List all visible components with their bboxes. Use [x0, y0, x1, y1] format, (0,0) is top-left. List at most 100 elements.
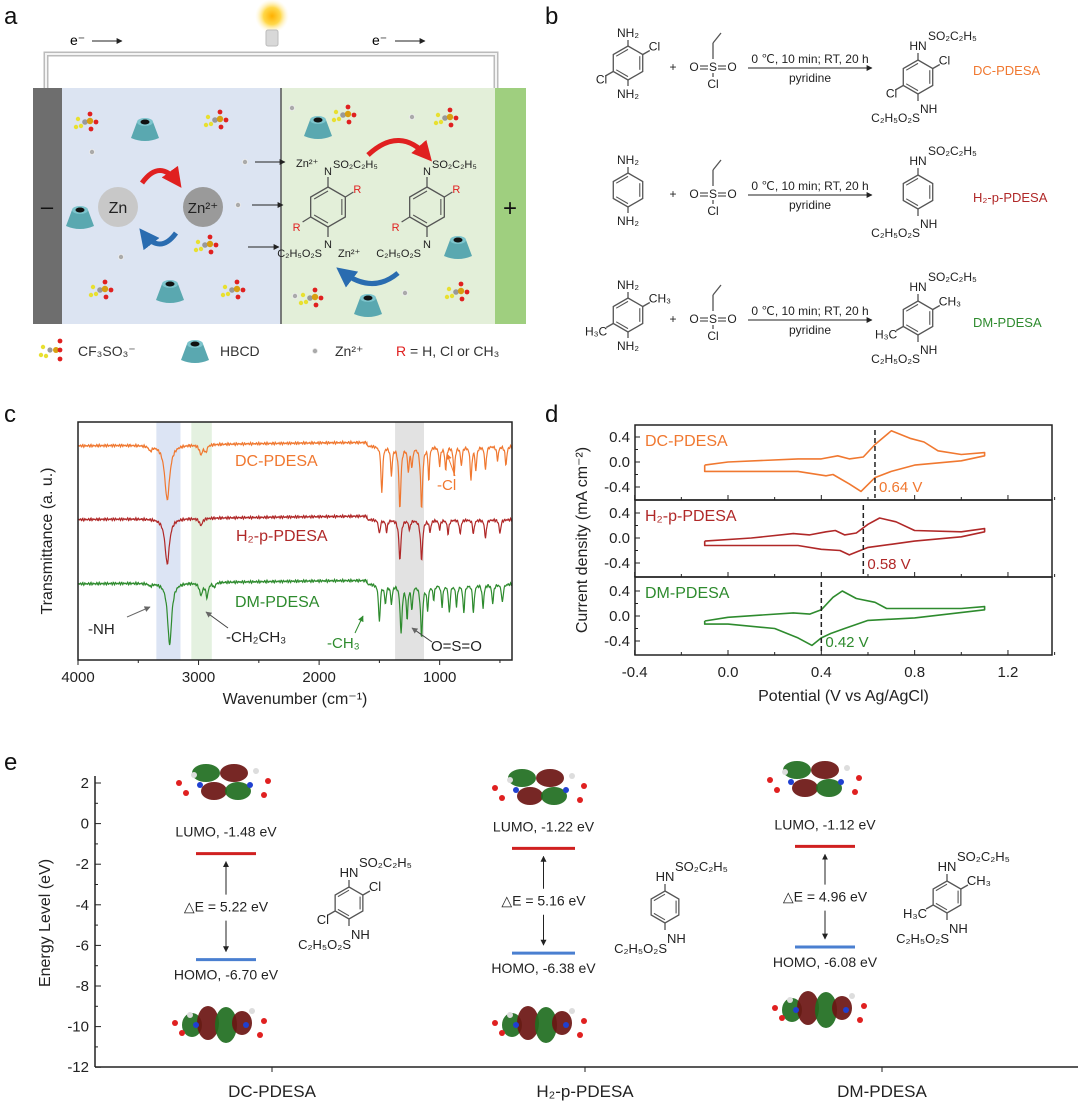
sulfonyl-label: C₂H₅O₂S — [871, 226, 920, 240]
substituent-label: Cl — [649, 40, 660, 54]
bond — [302, 216, 311, 223]
reaction-conditions: 0 ℃, 10 min; RT, 20 h — [751, 304, 868, 318]
nitrogen-label: N — [423, 166, 431, 178]
y-tick-label: 0.0 — [609, 530, 630, 547]
ir-spectrum-line — [77, 577, 513, 646]
plus-sign: + — [669, 312, 676, 326]
hn-label: HN — [938, 859, 957, 874]
reaction-row: NH₂ NH₂ + O S O Cl 0 ℃, 10 min; RT, 20 h pyridin… — [612, 144, 1048, 240]
benzene-ring — [650, 890, 680, 924]
benzene-ring — [902, 174, 934, 210]
y-tick-label: -4 — [76, 897, 89, 914]
potential-label: 0.42 V — [825, 634, 868, 651]
y-tick-label: -12 — [67, 1059, 89, 1076]
reaction-solvent: pyridine — [789, 71, 831, 85]
electrolyte-species — [66, 104, 472, 317]
substituent-label: H₃C — [875, 328, 898, 342]
molecular-orbital-image — [767, 761, 862, 797]
plus-sign: + — [669, 60, 676, 74]
r-group-label: R — [452, 184, 460, 196]
cv-subplot: 0.4 0.0 -0.4 H₂-p-PDESA 0.58 V — [604, 499, 1056, 578]
zn-metal — [98, 187, 138, 227]
zn-ion-icon — [234, 201, 241, 208]
bond — [605, 70, 614, 77]
plus-sign: + — [669, 187, 676, 201]
zn-ion-label: Zn²⁺ — [188, 200, 218, 217]
series-label: H₂-p-PDESA — [645, 508, 737, 525]
reaction-conditions: 0 ℃, 10 min; RT, 20 h — [751, 52, 868, 66]
benzene-ring — [902, 59, 934, 95]
cv-curve — [703, 517, 986, 556]
double-bond — [905, 62, 919, 71]
chlorine-label: Cl — [707, 77, 718, 91]
sulfonyl-label: SO₂C₂H₅ — [957, 849, 1010, 864]
bond — [401, 216, 410, 223]
zinc-anode — [33, 88, 62, 324]
panel-e-energy-levels: e 2 0 -2 -4 -6 -8 -10 -12 Energy Level (eV) DC-PD… — [4, 749, 1078, 1101]
chlorine-label: Cl — [707, 329, 718, 343]
homo-label: HOMO, -6.08 eV — [773, 954, 878, 970]
molecular-orbital-image — [492, 769, 587, 805]
legend-r-symbol: R = H, Cl or CH₃ — [396, 343, 499, 359]
cv-curve — [703, 590, 986, 647]
bond — [642, 49, 651, 56]
sulfur-label: S — [709, 187, 717, 201]
y-tick-label: 0.4 — [609, 583, 630, 600]
x-tick-label: 3000 — [182, 669, 215, 686]
bond — [327, 910, 336, 916]
double-bond — [905, 198, 919, 207]
x-tick-label: 4000 — [61, 669, 94, 686]
nitrogen-label: N — [423, 239, 431, 251]
double-bond — [905, 324, 919, 333]
bond — [642, 301, 651, 308]
energy-gap-label: △E = 5.16 eV — [501, 893, 586, 909]
sulfonyl-label: C₂H₅O₂S — [871, 111, 920, 125]
triflate-anion-icon — [73, 111, 99, 132]
annotation-arrow — [205, 611, 229, 629]
x-axis-label: Potential (V vs Ag/AgCl) — [758, 688, 929, 705]
substituent-label: H₃C — [585, 325, 608, 339]
hbcd-icon — [181, 340, 209, 363]
peak-annotation: O=S=O — [431, 638, 482, 655]
coordinated-zn-label: Zn²⁺ — [296, 158, 319, 170]
hn-label: HN — [909, 154, 926, 168]
panel-label-d: d — [545, 401, 558, 428]
x-tick-label: 1000 — [423, 669, 456, 686]
hbcd-icon — [66, 206, 94, 229]
sulfonyl-label: SO₂C₂H₅ — [333, 159, 378, 171]
hbcd-icon — [444, 236, 472, 259]
energy-gap-label: △E = 5.22 eV — [184, 899, 269, 915]
energy-level-group: H₂-p-PDESA LUMO, -1.22 eV HOMO, -6.38 eV △E… — [491, 818, 728, 1101]
reaction-conditions: 0 ℃, 10 min; RT, 20 h — [751, 179, 868, 193]
bond — [895, 84, 904, 91]
hbcd-icon — [354, 294, 382, 317]
x-axis-label: Wavenumber (cm⁻¹) — [223, 691, 368, 708]
sulfonyl-label: SO₂C₂H₅ — [928, 29, 977, 43]
annotation-arrow — [126, 606, 151, 618]
substituent-label: Cl — [886, 87, 897, 101]
double-bond — [615, 321, 629, 330]
sulfonyl-label: C₂H₅O₂S — [614, 941, 667, 956]
peak-annotation: -Cl — [437, 477, 456, 494]
double-bond — [313, 214, 329, 224]
amine-label: NH₂ — [617, 87, 639, 101]
zn-ion-icon — [118, 253, 125, 260]
cv-subplot: 0.4 0.0 -0.4 DC-PDESA 0.64 V — [604, 424, 1056, 501]
cv-curve — [703, 429, 986, 493]
bond — [712, 159, 722, 171]
category-label: H₂-p-PDESA — [536, 1082, 634, 1101]
amine-label: NH₂ — [617, 153, 639, 167]
potential-label: 0.64 V — [879, 479, 922, 496]
nitrogen-label: N — [324, 239, 332, 251]
r-group-label: R — [392, 222, 400, 234]
oxidation-arrow — [139, 165, 182, 188]
category-label: DC-PDESA — [228, 1082, 317, 1101]
nh-label: NH — [949, 921, 968, 936]
y-tick-label: -0.4 — [604, 479, 630, 496]
double-bond — [935, 883, 948, 892]
x-tick-label: 2000 — [302, 669, 335, 686]
triflate-anion-icon — [193, 234, 219, 255]
y-tick-label: 0.0 — [609, 454, 630, 471]
